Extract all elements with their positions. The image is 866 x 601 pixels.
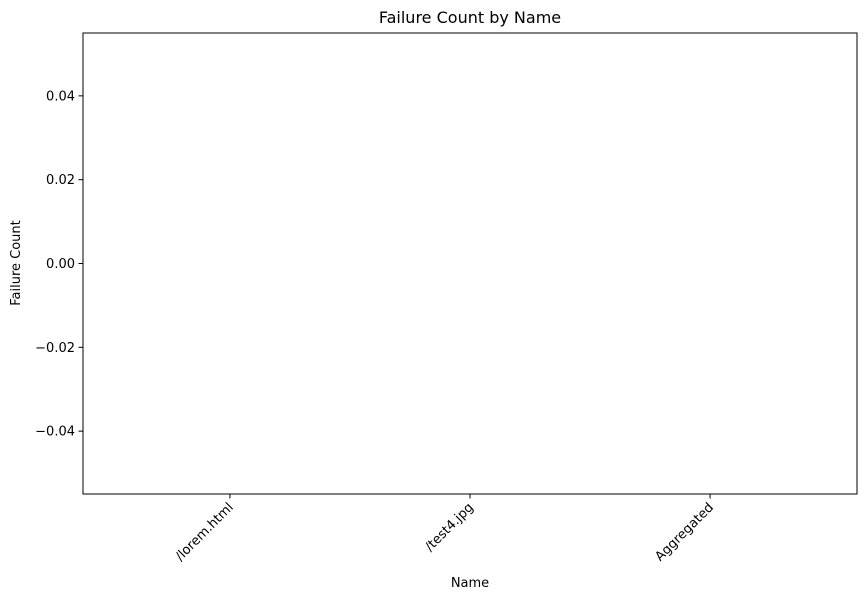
y-axis: 0.04 0.02 0.00 −0.02 −0.04 bbox=[35, 89, 83, 440]
x-axis-label: Name bbox=[451, 576, 489, 591]
x-axis: /lorem.html/test4.jpg Aggregated bbox=[173, 494, 717, 565]
x-tick-label: /lorem.html bbox=[173, 500, 237, 564]
chart-title: Failure Count by Name bbox=[379, 8, 561, 27]
y-tick-label: 0.02 bbox=[46, 173, 75, 188]
y-axis-label: Failure Count bbox=[9, 220, 24, 306]
y-tick-label: −0.04 bbox=[35, 425, 75, 440]
y-tick-label: 0.00 bbox=[46, 257, 75, 272]
x-tick-label: /test4.jpg bbox=[422, 500, 476, 554]
y-tick-label: 0.04 bbox=[46, 89, 75, 104]
x-tick-label: Aggregated bbox=[653, 500, 717, 564]
plot-area bbox=[82, 32, 858, 495]
y-tick-label: −0.02 bbox=[35, 341, 75, 356]
